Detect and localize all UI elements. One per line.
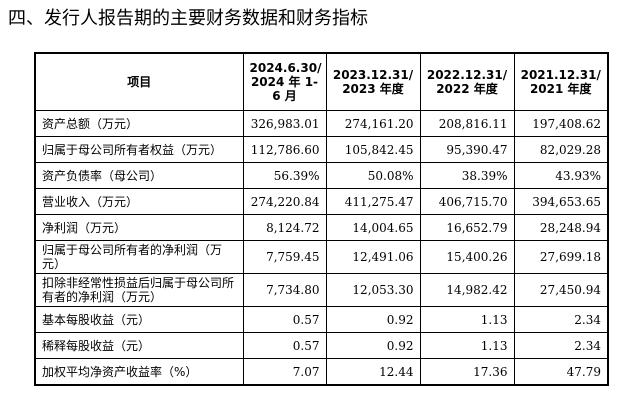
cell-value: 43.93% [513, 162, 609, 189]
table-row: 资产总额（万元） 326,983.01 274,161.20 208,816.1… [34, 110, 609, 137]
cell-value: 394,653.65 [513, 188, 609, 215]
cell-value: 208,816.11 [419, 110, 515, 137]
cell-value: 12.44 [325, 358, 421, 386]
cell-value: 7,734.80 [242, 273, 327, 307]
cell-value: 2.34 [513, 306, 609, 333]
section-title: 四、发行人报告期的主要财务数据和财务指标 [8, 8, 368, 29]
cell-value: 27,699.18 [513, 240, 609, 274]
header-period-2024h1: 2024.6.30/ 2024 年 1-6 月 [242, 52, 327, 111]
cell-value: 28,248.94 [513, 214, 609, 241]
cell-value: 105,842.45 [325, 136, 421, 163]
table-row: 基本每股收益（元） 0.57 0.92 1.13 2.34 [34, 306, 609, 333]
cell-value: 50.08% [325, 162, 421, 189]
cell-value: 1.13 [419, 332, 515, 359]
header-item: 项目 [34, 52, 244, 111]
cell-value: 12,053.30 [325, 273, 421, 307]
cell-value: 112,786.60 [242, 136, 327, 163]
row-label: 扣除非经常性损益后归属于母公司所有者的净利润（万元） [34, 273, 244, 307]
cell-value: 0.57 [242, 332, 327, 359]
table-row: 归属于母公司所有者权益（万元） 112,786.60 105,842.45 95… [34, 136, 609, 163]
row-label: 净利润（万元） [34, 214, 244, 241]
cell-value: 17.36 [419, 358, 515, 386]
cell-value: 14,982.42 [419, 273, 515, 307]
cell-value: 326,983.01 [242, 110, 327, 137]
table-row: 资产负债率（母公司） 56.39% 50.08% 38.39% 43.93% [34, 162, 609, 189]
row-label: 资产负债率（母公司） [34, 162, 244, 189]
cell-value: 12,491.06 [325, 240, 421, 274]
cell-value: 15,400.26 [419, 240, 515, 274]
cell-value: 8,124.72 [242, 214, 327, 241]
cell-value: 47.79 [513, 358, 609, 386]
row-label: 归属于母公司所有者权益（万元） [34, 136, 244, 163]
cell-value: 274,161.20 [325, 110, 421, 137]
table-row: 营业收入（万元） 274,220.84 411,275.47 406,715.7… [34, 188, 609, 215]
table-row: 稀释每股收益（元） 0.57 0.92 1.13 2.34 [34, 332, 609, 359]
cell-value: 7,759.45 [242, 240, 327, 274]
cell-value: 0.92 [325, 306, 421, 333]
header-period-2023: 2023.12.31/ 2023 年度 [325, 52, 421, 111]
row-label: 归属于母公司所有者的净利润（万元） [34, 240, 244, 274]
row-label: 资产总额（万元） [34, 110, 244, 137]
cell-value: 406,715.70 [419, 188, 515, 215]
cell-value: 95,390.47 [419, 136, 515, 163]
row-label: 营业收入（万元） [34, 188, 244, 215]
cell-value: 14,004.65 [325, 214, 421, 241]
cell-value: 274,220.84 [242, 188, 327, 215]
table-row: 加权平均净资产收益率（%） 7.07 12.44 17.36 47.79 [34, 358, 609, 386]
row-label: 基本每股收益（元） [34, 306, 244, 333]
table-row: 扣除非经常性损益后归属于母公司所有者的净利润（万元） 7,734.80 12,0… [34, 273, 609, 307]
cell-value: 197,408.62 [513, 110, 609, 137]
cell-value: 27,450.94 [513, 273, 609, 307]
cell-value: 1.13 [419, 306, 515, 333]
row-label: 加权平均净资产收益率（%） [34, 358, 244, 386]
cell-value: 82,029.28 [513, 136, 609, 163]
header-period-2022: 2022.12.31/ 2022 年度 [419, 52, 515, 111]
header-period-2021: 2021.12.31/ 2021 年度 [513, 52, 609, 111]
cell-value: 0.92 [325, 332, 421, 359]
cell-value: 16,652.79 [419, 214, 515, 241]
cell-value: 7.07 [242, 358, 327, 386]
cell-value: 411,275.47 [325, 188, 421, 215]
cell-value: 2.34 [513, 332, 609, 359]
cell-value: 56.39% [242, 162, 327, 189]
table-row: 净利润（万元） 8,124.72 14,004.65 16,652.79 28,… [34, 214, 609, 241]
row-label: 稀释每股收益（元） [34, 332, 244, 359]
table-header-row: 项目 2024.6.30/ 2024 年 1-6 月 2023.12.31/ 2… [34, 52, 609, 111]
table-row: 归属于母公司所有者的净利润（万元） 7,759.45 12,491.06 15,… [34, 240, 609, 274]
financial-data-table: 项目 2024.6.30/ 2024 年 1-6 月 2023.12.31/ 2… [34, 52, 609, 386]
cell-value: 0.57 [242, 306, 327, 333]
cell-value: 38.39% [419, 162, 515, 189]
